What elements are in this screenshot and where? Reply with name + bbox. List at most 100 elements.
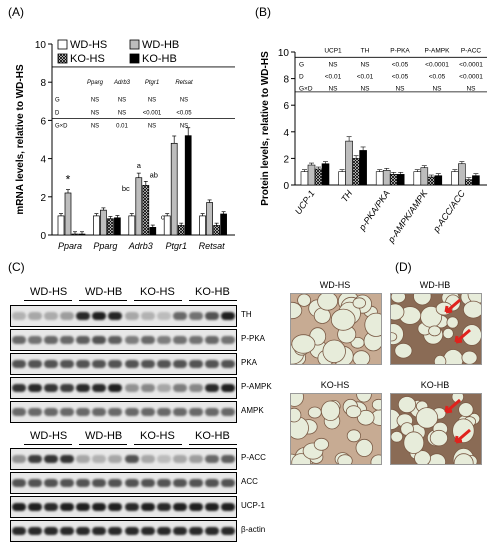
bar-b xyxy=(389,174,398,186)
blot-band xyxy=(188,312,203,320)
blot-band xyxy=(76,408,91,416)
group-underline xyxy=(134,300,182,301)
stats-cell-a: NS xyxy=(118,110,126,116)
bar-a xyxy=(78,233,86,236)
bar-b xyxy=(300,171,309,186)
group-underline xyxy=(189,444,237,445)
stats-col-header-b: TH xyxy=(361,48,370,55)
stats-cell-b: <0.0001 xyxy=(459,74,483,81)
blot-band xyxy=(28,360,43,368)
stats-col-header-a: Pparg xyxy=(87,80,104,86)
group-underline xyxy=(189,300,237,301)
chart-b: Protein levels, relative to WD-HS 0 2 4 6 8 10… xyxy=(260,48,487,246)
blot-band xyxy=(12,360,27,368)
blot-band xyxy=(92,455,107,463)
y-tick-label-b: 8 xyxy=(283,75,289,86)
histology-title: WD-HS xyxy=(319,280,351,290)
blot-label: TH xyxy=(241,310,252,319)
blot-band xyxy=(188,455,203,463)
blot-band xyxy=(92,336,107,344)
blot-band xyxy=(60,408,75,416)
blot-band xyxy=(172,408,187,416)
legend-swatch-a xyxy=(57,39,68,50)
blot-band xyxy=(172,527,187,535)
blot-band xyxy=(156,527,171,535)
annotation-a: * xyxy=(66,172,71,186)
blot-band xyxy=(188,336,203,344)
blot-band xyxy=(44,455,59,463)
blot-band xyxy=(76,384,91,392)
blot-band xyxy=(188,479,203,487)
x-tick-label-b: p-ACC/ACC xyxy=(430,188,467,235)
blot-band xyxy=(188,384,203,392)
blot-group-top: WD-HS xyxy=(30,286,68,298)
western-blots: WD-HS WD-HB KO-HS KO-HB TH P-PKA PKA P-AMPK AMPK… xyxy=(0,270,280,550)
blot-band xyxy=(60,384,75,392)
bar-b xyxy=(434,175,443,186)
blot-band xyxy=(220,527,235,535)
x-tick-label-b: UCP-1 xyxy=(293,188,317,216)
blot-label: PKA xyxy=(241,358,258,367)
legend-label-a: WD-HS xyxy=(70,39,107,51)
blot-band xyxy=(188,360,203,368)
x-tick-label-b: p-AMPK/AMPK xyxy=(385,188,430,246)
blot-band xyxy=(92,360,107,368)
blot-band xyxy=(60,455,75,463)
blot-band xyxy=(60,336,75,344)
stats-col-header-b: P-AMPK xyxy=(425,48,451,55)
ylabel-a: mRNA levels, relative to WD-HS xyxy=(15,64,26,215)
stats-col-header-b: P-PKA xyxy=(390,48,410,55)
blot-band xyxy=(124,455,139,463)
blot-band xyxy=(44,479,59,487)
blot-label: P-PKA xyxy=(241,334,266,343)
y-tick-label-a: 6 xyxy=(40,116,46,127)
blot-band xyxy=(76,360,91,368)
bar-a xyxy=(184,135,192,236)
blot-row xyxy=(10,353,237,375)
blot-band xyxy=(28,408,43,416)
stats-cell-b: <0.01 xyxy=(357,74,374,81)
histology-image xyxy=(390,293,482,365)
blot-band xyxy=(140,408,155,416)
blot-band xyxy=(60,527,75,535)
annotation-a: bc xyxy=(122,184,130,193)
blot-band xyxy=(156,360,171,368)
bar-b xyxy=(420,167,429,186)
blot-band xyxy=(140,455,155,463)
bar-a xyxy=(142,184,150,236)
blot-band xyxy=(172,312,187,320)
blot-band xyxy=(204,503,219,511)
stats-cell-b: NS xyxy=(328,86,338,93)
blot-band xyxy=(12,408,27,416)
bar-a xyxy=(149,227,157,236)
stats-cell-b: <0.0001 xyxy=(459,62,483,69)
blot-band xyxy=(204,408,219,416)
blot-band xyxy=(12,336,27,344)
blot-band xyxy=(140,312,155,320)
blot-band xyxy=(220,384,235,392)
bar-a xyxy=(163,215,171,236)
adipocyte-field xyxy=(391,294,481,364)
blot-band xyxy=(12,479,27,487)
blot-band xyxy=(172,503,187,511)
stats-cell-a: NS xyxy=(91,97,99,103)
blot-band xyxy=(44,312,59,320)
blot-band xyxy=(92,479,107,487)
bar-b xyxy=(307,164,316,186)
stats-cell-b: NS xyxy=(395,86,405,93)
blot-label: UCP-1 xyxy=(241,501,266,510)
blot-band xyxy=(92,384,107,392)
blot-band xyxy=(44,503,59,511)
blot-band xyxy=(156,312,171,320)
blot-band xyxy=(12,384,27,392)
blot-band xyxy=(76,455,91,463)
blot-band xyxy=(12,503,27,511)
stats-cell-b: <0.01 xyxy=(325,74,342,81)
bar-b xyxy=(321,163,330,186)
blot-band xyxy=(28,312,43,320)
blot-band xyxy=(220,408,235,416)
blot-band xyxy=(124,503,139,511)
histology-title: KO-HS xyxy=(320,380,350,390)
blot-band xyxy=(108,408,123,416)
bar-b xyxy=(472,175,480,186)
